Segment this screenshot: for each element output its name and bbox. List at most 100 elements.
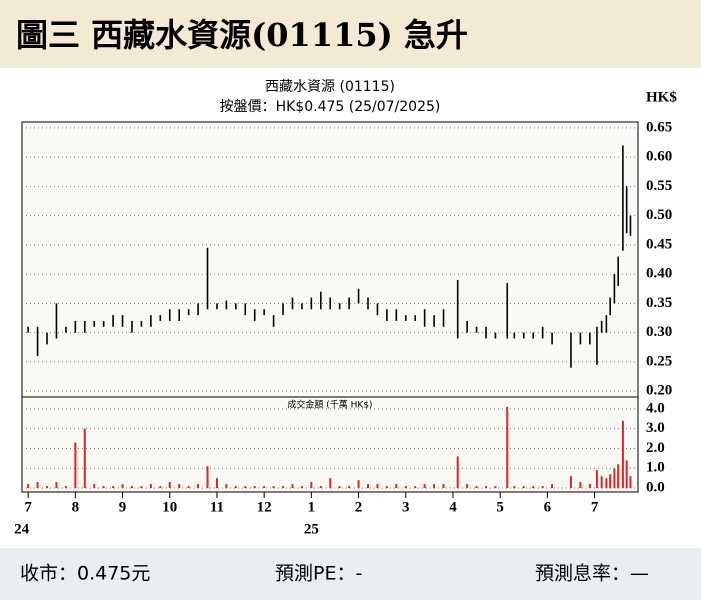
- volume-bar: [149, 484, 152, 489]
- volume-bar: [404, 486, 407, 489]
- volume-bar: [456, 456, 459, 489]
- volume-bar: [414, 486, 417, 489]
- volume-tick-label: 2.0: [646, 440, 665, 456]
- volume-bar: [442, 484, 445, 489]
- volume-bar: [569, 476, 572, 489]
- y-tick-label: 0.25: [646, 353, 672, 369]
- year-label: 25: [304, 521, 319, 537]
- volume-tick-label: 0.0: [646, 479, 665, 495]
- year-label: 24: [14, 521, 30, 537]
- x-tick-label: 5: [496, 499, 504, 515]
- volume-bar: [253, 486, 256, 489]
- volume-tick-label: 1.0: [646, 460, 665, 476]
- volume-bar: [83, 428, 86, 489]
- x-tick-label: 8: [72, 499, 80, 515]
- volume-bar: [357, 480, 360, 489]
- volume-bar: [376, 484, 379, 489]
- volume-bar: [494, 486, 497, 489]
- x-tick-label: 11: [210, 499, 224, 515]
- volume-bar: [55, 482, 58, 489]
- volume-bar: [625, 460, 628, 489]
- volume-bar: [433, 484, 436, 489]
- volume-bar: [300, 486, 303, 489]
- volume-bar: [617, 464, 620, 489]
- volume-bar: [215, 478, 218, 489]
- footer-yield: 預測息率：—: [535, 563, 649, 585]
- volume-bar: [27, 484, 30, 489]
- volume-bar: [522, 486, 525, 489]
- volume-bar: [385, 486, 388, 489]
- volume-bar: [513, 486, 516, 489]
- volume-bar: [263, 486, 266, 489]
- volume-bar: [588, 484, 591, 489]
- x-tick-label: 7: [591, 499, 599, 515]
- y-tick-label: 0.65: [646, 119, 672, 135]
- volume-bar: [168, 482, 171, 489]
- volume-bar: [395, 484, 398, 489]
- volume-bar: [291, 484, 294, 489]
- volume-bar: [234, 486, 237, 489]
- y-tick-label: 0.45: [646, 236, 672, 252]
- volume-bar: [178, 484, 181, 489]
- volume-tick-label: 3.0: [646, 420, 665, 436]
- x-tick-label: 9: [119, 499, 127, 515]
- y-tick-label: 0.40: [646, 266, 672, 282]
- volume-bar: [197, 484, 200, 489]
- volume-bar: [244, 486, 247, 489]
- volume-bar: [609, 474, 612, 489]
- header-band: [0, 0, 701, 66]
- volume-bar: [112, 486, 115, 489]
- volume-bar: [225, 484, 228, 489]
- y-tick-label: 0.30: [646, 324, 672, 340]
- volume-bar: [541, 486, 544, 489]
- volume-title: 成交金額 (千萬 HK$): [287, 399, 372, 411]
- page-title: 圖三 西藏水資源(01115) 急升: [16, 16, 468, 54]
- x-tick-label: 1: [308, 499, 316, 515]
- volume-bar: [159, 486, 162, 489]
- x-tick-label: 10: [162, 499, 177, 515]
- y-tick-label: 0.20: [646, 383, 672, 399]
- volume-bar: [595, 470, 598, 489]
- volume-bar: [600, 476, 603, 489]
- volume-bar: [319, 486, 322, 489]
- y-tick-label: 0.55: [646, 178, 672, 194]
- x-tick-label: 7: [24, 499, 32, 515]
- chart-subtitle: 按盤價：HK$0.475 (25/07/2025): [220, 98, 441, 115]
- volume-bar: [130, 486, 133, 489]
- footer-band: [0, 548, 701, 600]
- volume-bar: [74, 442, 77, 489]
- y-tick-label: 0.50: [646, 207, 672, 223]
- chart-title: 西藏水資源 (01115): [265, 79, 395, 95]
- volume-bar: [579, 482, 582, 489]
- volume-bar: [475, 486, 478, 489]
- volume-bar: [36, 482, 39, 489]
- x-tick-label: 3: [402, 499, 410, 515]
- volume-bar: [621, 420, 624, 489]
- x-tick-label: 4: [449, 499, 457, 515]
- volume-bar: [93, 484, 96, 489]
- volume-tick-label: 4.0: [646, 400, 665, 416]
- volume-bar: [121, 484, 124, 489]
- volume-bar: [551, 484, 554, 489]
- x-tick-label: 2: [355, 499, 363, 515]
- volume-bar: [506, 406, 509, 489]
- x-tick-label: 12: [257, 499, 272, 515]
- volume-bar: [629, 476, 632, 489]
- volume-bar: [206, 466, 209, 489]
- footer-pe: 預測PE：-: [275, 563, 362, 585]
- volume-bar: [348, 486, 351, 489]
- volume-bar: [187, 486, 190, 489]
- y-tick-label: 0.60: [646, 149, 672, 165]
- volume-bar: [102, 486, 105, 489]
- volume-bar: [310, 482, 313, 489]
- volume-bar: [423, 484, 426, 489]
- volume-bar: [272, 486, 275, 489]
- footer-close: 收市：0.475元: [20, 563, 150, 585]
- volume-bar: [46, 486, 49, 489]
- volume-bar: [485, 486, 488, 489]
- volume-bar: [64, 486, 67, 489]
- volume-bar: [366, 484, 369, 489]
- volume-bar: [532, 486, 535, 489]
- volume-bar: [140, 486, 143, 489]
